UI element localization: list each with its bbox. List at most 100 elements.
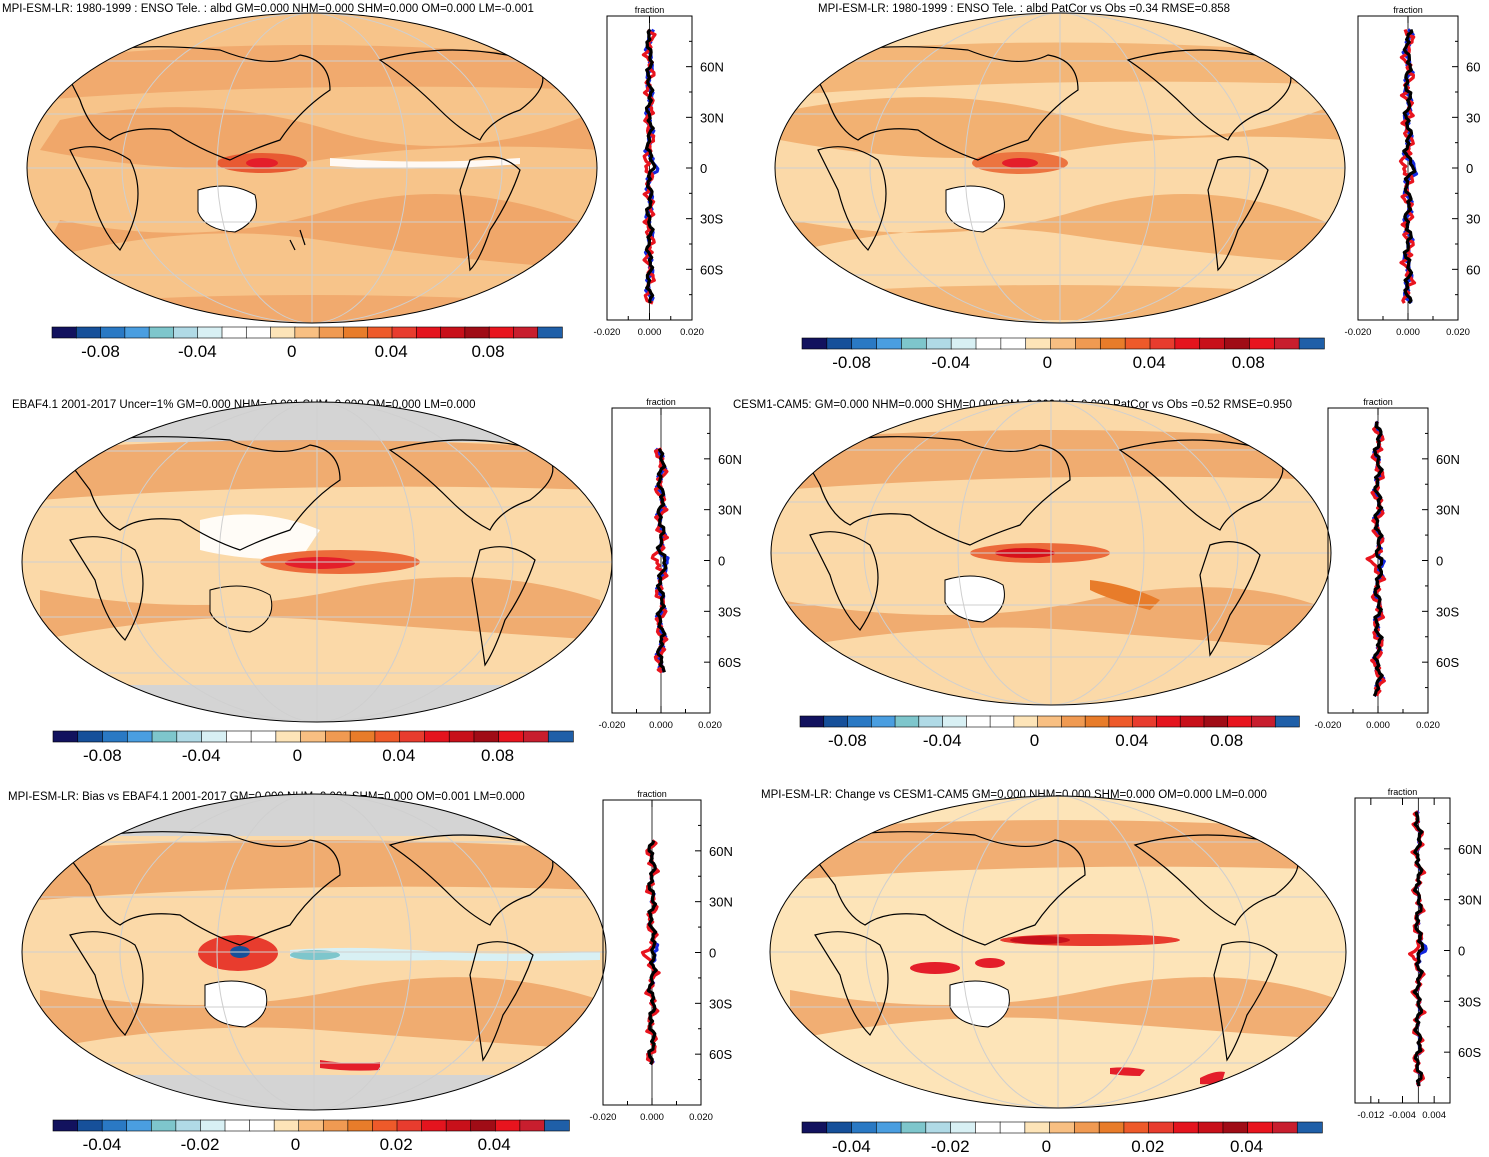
colorbar-swatch xyxy=(374,730,401,743)
colorbar-swatch xyxy=(349,730,376,743)
colorbar-swatch xyxy=(372,1119,398,1132)
continent-outlines xyxy=(804,831,1299,1062)
colorbar-tick-label: 0 xyxy=(1030,731,1039,750)
zonal-profile: fraction -0.020 0.000 0.020 60N 30N 0 30S 60S xyxy=(590,789,733,1123)
colorbar-swatch xyxy=(464,326,490,339)
profile-xtick-label: -0.020 xyxy=(599,720,626,731)
profile-lat-label: 60S xyxy=(718,655,741,670)
colorbar-tick-label: 0 xyxy=(287,342,296,361)
colorbar-swatch xyxy=(847,715,872,728)
profile-lat-label: 60S xyxy=(700,262,723,277)
colorbar-swatch xyxy=(1013,715,1039,728)
colorbar-swatch xyxy=(989,715,1015,728)
colorbar-swatch xyxy=(801,337,828,350)
profile-xtick-label: 0.020 xyxy=(1446,327,1470,338)
colorbar-swatch xyxy=(1249,337,1275,350)
profile-lat-label: 30N xyxy=(1458,893,1482,908)
profile-lat-label: 30N xyxy=(700,110,724,125)
colorbar-swatch xyxy=(851,337,878,350)
profile-lat-label: 30S xyxy=(1458,994,1481,1009)
colorbar-swatch xyxy=(851,1121,877,1134)
map-border xyxy=(769,795,1347,1109)
profile-title: fraction xyxy=(635,5,665,15)
colorbar-tick-label: -0.04 xyxy=(182,746,221,765)
colorbar-swatch xyxy=(1024,1121,1051,1134)
profile-xtick-label: 0.020 xyxy=(698,720,722,731)
profile-lat-label: 60S xyxy=(709,1047,732,1062)
colorbar-swatch xyxy=(1247,1121,1274,1134)
continent-outlines xyxy=(799,436,1284,657)
profile-lat-label: 60S xyxy=(1458,1045,1481,1060)
colorbar-swatch xyxy=(1272,1121,1298,1134)
profile-xtick-label: 0.004 xyxy=(1422,1110,1446,1121)
colorbar: -0.08 -0.04 0 0.04 0.08 xyxy=(52,730,574,765)
continent-outlines xyxy=(59,436,554,667)
colorbar-swatch xyxy=(1174,337,1201,350)
colorbar-tick-label: 0.04 xyxy=(382,746,415,765)
colorbar-swatch xyxy=(151,730,178,743)
profile-lat-label: 60N xyxy=(1458,842,1482,857)
colorbar-swatch xyxy=(1108,715,1134,728)
panel-enso-mpi: MPI-ESM-LR: 1980-1999 : ENSO Tele. : alb… xyxy=(2,3,724,361)
profile-lat-label: 30S xyxy=(700,212,723,227)
colorbar-swatch xyxy=(1156,715,1181,728)
colorbar-swatch xyxy=(1224,337,1251,350)
profile-xtick-label: 0.020 xyxy=(1416,720,1440,731)
colorbar-swatch xyxy=(448,730,475,743)
colorbar-swatch xyxy=(100,326,126,339)
profile-frame xyxy=(1354,797,1451,1104)
profile-xtick-label: -0.020 xyxy=(594,327,621,338)
colorbar-swatch xyxy=(270,326,296,339)
colorbar-tick-label: 0.02 xyxy=(380,1135,413,1154)
colorbar-swatch xyxy=(1148,1121,1175,1134)
colorbar-swatch xyxy=(1000,337,1027,350)
colorbar-swatch xyxy=(1274,715,1300,728)
profile-lat-label: 0 xyxy=(1436,554,1443,569)
colorbar-swatch xyxy=(221,326,247,339)
profile-title: fraction xyxy=(1363,397,1393,407)
profile-line-all xyxy=(1402,28,1417,305)
graticule xyxy=(771,401,1331,705)
colorbar-swatch xyxy=(1222,1121,1249,1134)
colorbar: -0.08 -0.04 0 0.04 0.08 xyxy=(801,337,1325,372)
colorbar-swatch xyxy=(201,730,228,743)
profile-lat-label: 60 xyxy=(1466,60,1480,75)
colorbar-swatch xyxy=(322,1119,349,1132)
colorbar-swatch xyxy=(1025,337,1052,350)
panel-title: MPI-ESM-LR: 1980-1999 : ENSO Tele. : alb… xyxy=(2,3,534,15)
colorbar-swatch xyxy=(298,1119,324,1132)
colorbar-swatch xyxy=(966,715,991,728)
colorbar-swatch xyxy=(175,1119,202,1132)
colorbar-tick-label: 0.04 xyxy=(1230,1137,1263,1156)
profile-xtick-label: -0.012 xyxy=(1357,1110,1384,1121)
colorbar-swatch xyxy=(300,730,327,743)
colorbar-swatch xyxy=(51,326,77,339)
colorbar-swatch xyxy=(1074,1121,1100,1134)
colorbar-swatch xyxy=(1149,337,1176,350)
colorbar-swatch xyxy=(226,730,252,743)
colorbar-tick-label: 0.04 xyxy=(1115,731,1148,750)
colorbar-swatch xyxy=(294,326,320,339)
panel-change: MPI-ESM-LR: Change vs CESM1-CAM5 GM=0.00… xyxy=(761,787,1482,1156)
colorbar-tick-label: -0.04 xyxy=(83,1135,122,1154)
map-border xyxy=(21,793,607,1111)
panel-enso-patcor: MPI-ESM-LR: 1980-1999 : ENSO Tele. : alb… xyxy=(774,3,1480,372)
colorbar-tick-label: -0.08 xyxy=(83,746,122,765)
profile-xtick-label: 0.000 xyxy=(1396,327,1420,338)
profile-lat-label: 60N xyxy=(718,452,742,467)
profile-xtick-label: -0.020 xyxy=(1315,720,1342,731)
zonal-profile: fraction -0.020 0.000 0.020 60N 30N 0 30S 60S xyxy=(599,397,742,731)
profile-line-land xyxy=(650,447,669,674)
colorbar-swatch xyxy=(126,1119,152,1132)
colorbar: -0.04 -0.02 0 0.02 0.04 xyxy=(801,1121,1323,1156)
profile-lat-label: 0 xyxy=(700,161,707,176)
colorbar-tick-label: 0.04 xyxy=(1133,353,1166,372)
colorbar-swatch xyxy=(343,326,369,339)
colorbar-swatch xyxy=(918,715,944,728)
colorbar-swatch xyxy=(52,730,79,743)
colorbar-swatch xyxy=(519,1119,546,1132)
colorbar-swatch xyxy=(513,326,539,339)
colorbar-swatch xyxy=(318,326,345,339)
zonal-profile: fraction -0.020 0.000 0.020 60N 30N 0 30S 60S xyxy=(594,5,724,338)
profile-title: fraction xyxy=(1388,787,1418,797)
